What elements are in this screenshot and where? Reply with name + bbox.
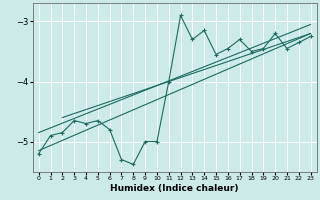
X-axis label: Humidex (Indice chaleur): Humidex (Indice chaleur) — [110, 184, 239, 193]
